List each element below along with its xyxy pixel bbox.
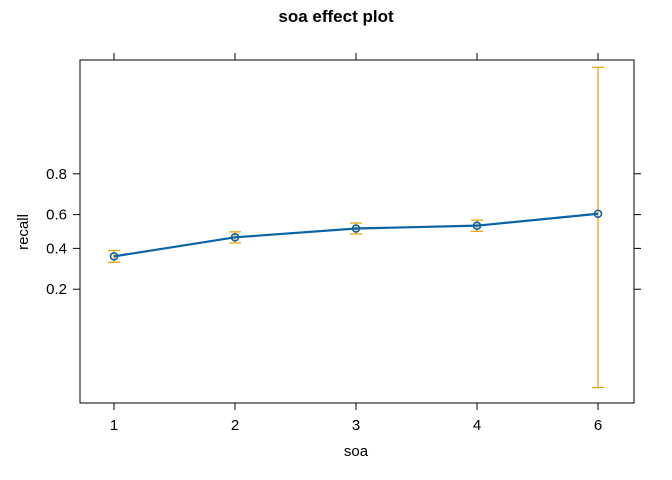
- series-group: [109, 209, 603, 261]
- data-point: [109, 252, 119, 261]
- x-tick-label: 1: [110, 417, 118, 434]
- data-point: [593, 209, 603, 219]
- x-tick-label: 2: [231, 417, 239, 434]
- y-tick-label: 0.4: [46, 240, 67, 257]
- axis-ticks-group: 1 2 3 4 6 0.2 0.4 0.6 0.8: [46, 53, 641, 434]
- y-tick-label: 0.6: [46, 207, 67, 224]
- series-line: [113, 212, 599, 258]
- x-tick-label: 6: [594, 417, 602, 434]
- data-point: [351, 224, 361, 233]
- x-tick-label: 4: [473, 417, 481, 434]
- y-tick-label: 0.8: [46, 166, 67, 183]
- x-axis-label: soa: [344, 443, 369, 460]
- plot-frame-group: [79, 59, 635, 404]
- data-point: [230, 233, 240, 242]
- y-tick-label: 0.2: [46, 281, 67, 298]
- x-tick-label: 3: [352, 417, 360, 434]
- data-point: [472, 221, 482, 230]
- chart-title: soa effect plot: [278, 7, 394, 26]
- y-axis-label: recall: [15, 214, 32, 250]
- plot-frame: [79, 59, 635, 404]
